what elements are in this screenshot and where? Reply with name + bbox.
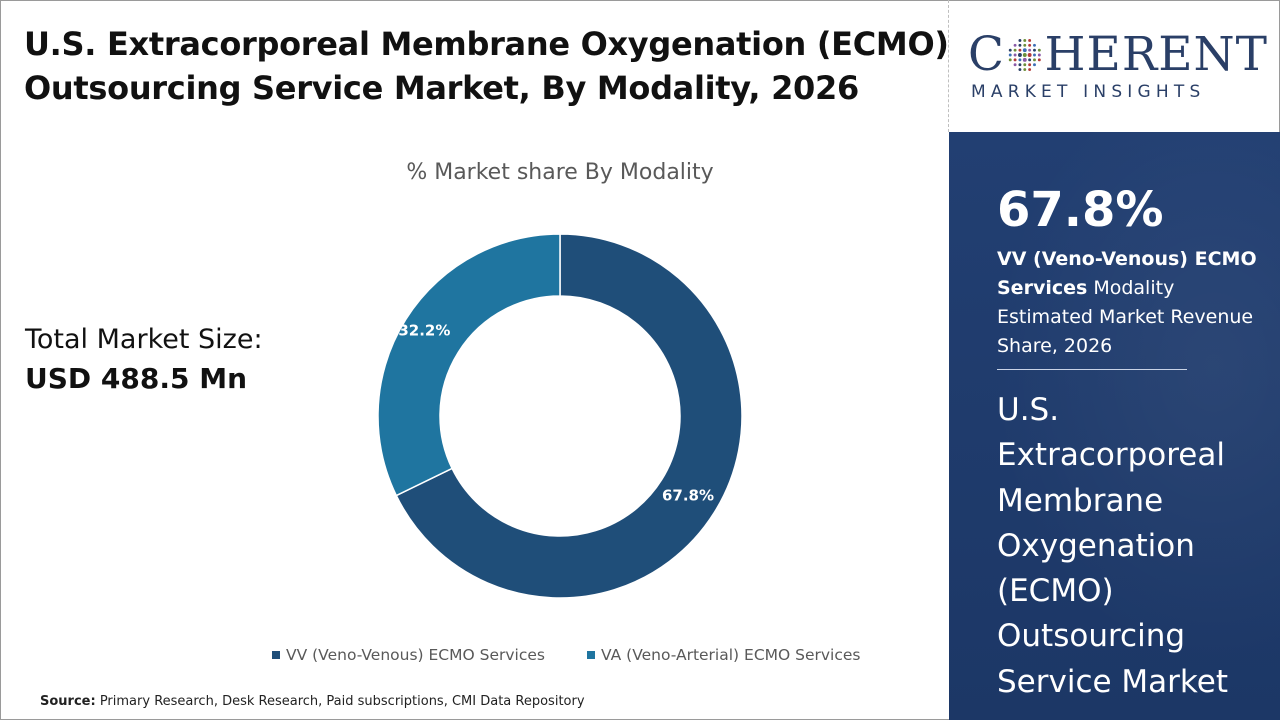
- market-size-label: Total Market Size:: [25, 324, 263, 355]
- legend-label-va: VA (Veno-Arterial) ECMO Services: [601, 646, 861, 664]
- donut-data-label-va: 32.2%: [398, 322, 450, 340]
- source-text: Primary Research, Desk Research, Paid su…: [95, 694, 585, 709]
- market-size-value: USD 488.5 Mn: [25, 362, 248, 395]
- logo-dot: [1032, 63, 1036, 67]
- highlight-divider: [997, 369, 1187, 370]
- donut-slice-va: [377, 233, 561, 497]
- logo-dot: [1018, 68, 1022, 72]
- logo-dot: [1013, 53, 1017, 57]
- logo-dot: [1037, 53, 1041, 57]
- logo-dot: [1018, 48, 1022, 52]
- highlight-segment-name: VV (Veno-Venous) ECMO Services: [997, 248, 1257, 299]
- donut-chart: 67.8% 32.2%: [377, 233, 743, 599]
- logo-dot: [1022, 48, 1027, 53]
- logo-dot: [1013, 63, 1017, 67]
- logo-dot: [1028, 48, 1032, 52]
- logo-dot: [1037, 48, 1041, 52]
- logo-dot: [1013, 43, 1017, 47]
- logo-dot: [1013, 48, 1017, 52]
- logo-globe-icon: [1008, 38, 1041, 72]
- chart-title: % Market share By Modality: [406, 160, 714, 185]
- logo-dot: [1032, 43, 1036, 47]
- legend-item-vv: VV (Veno-Venous) ECMO Services: [272, 646, 545, 664]
- legend-swatch-va: [587, 651, 595, 659]
- legend-item-va: VA (Veno-Arterial) ECMO Services: [587, 646, 861, 664]
- logo-dot: [1032, 48, 1036, 52]
- page-title: U.S. Extracorporeal Membrane Oxygenation…: [24, 22, 949, 110]
- logo-dot: [1028, 38, 1032, 42]
- logo-dot: [1023, 38, 1027, 42]
- logo-letters-herent: HERENT: [1044, 27, 1268, 82]
- legend-label-vv: VV (Veno-Venous) ECMO Services: [286, 646, 545, 664]
- donut-slice-vv: [395, 233, 743, 599]
- highlight-description: VV (Veno-Venous) ECMO Services Modality …: [997, 245, 1267, 361]
- source-label: Source:: [40, 694, 96, 709]
- logo-dot: [1008, 53, 1012, 57]
- logo-dot: [1032, 53, 1036, 57]
- donut-data-label-vv: 67.8%: [662, 487, 714, 505]
- page-title-line-2: Outsourcing Service Market, By Modality,…: [24, 69, 859, 107]
- logo-dot: [1023, 68, 1027, 72]
- logo-dot: [1008, 48, 1012, 52]
- logo-dot: [1022, 53, 1027, 57]
- highlight-percent: 67.8%: [997, 182, 1164, 238]
- legend-swatch-vv: [272, 651, 280, 659]
- logo-letter-c: C: [968, 27, 1005, 82]
- logo-dot: [1018, 58, 1022, 62]
- logo-dot: [1028, 68, 1032, 72]
- logo-subtitle: MARKET INSIGHTS: [971, 82, 1206, 102]
- company-logo: C HERENT MARKET INSIGHTS: [968, 30, 1268, 110]
- logo-dot: [1013, 58, 1017, 62]
- page-title-line-1: U.S. Extracorporeal Membrane Oxygenation…: [24, 25, 949, 63]
- source-note: Source: Primary Research, Desk Research,…: [40, 694, 585, 709]
- header-divider: [948, 0, 949, 132]
- logo-dot: [1018, 38, 1022, 42]
- logo-dot: [1023, 43, 1027, 47]
- highlight-segment-caption: Modality Estimated Market Revenue Share,…: [997, 277, 1254, 357]
- logo-dot: [1028, 63, 1032, 67]
- highlight-market-name: U.S. Extracorporeal Membrane Oxygenation…: [997, 392, 1228, 700]
- logo-dot: [1028, 43, 1032, 47]
- logo-dot: [1018, 63, 1022, 67]
- chart-legend: VV (Veno-Venous) ECMO Services VA (Veno-…: [272, 646, 861, 664]
- logo-dot: [1008, 58, 1012, 62]
- logo-dot: [1023, 63, 1027, 67]
- logo-dot: [1022, 57, 1027, 62]
- logo-dot: [1018, 43, 1022, 47]
- logo-dot: [1032, 58, 1036, 62]
- logo-wordmark: C HERENT: [968, 30, 1268, 80]
- logo-dot: [1017, 53, 1022, 57]
- logo-dot: [1037, 58, 1041, 62]
- logo-dot: [1027, 53, 1032, 57]
- highlight-panel: 67.8% VV (Veno-Venous) ECMO Services Mod…: [949, 132, 1280, 720]
- logo-dot: [1028, 58, 1032, 62]
